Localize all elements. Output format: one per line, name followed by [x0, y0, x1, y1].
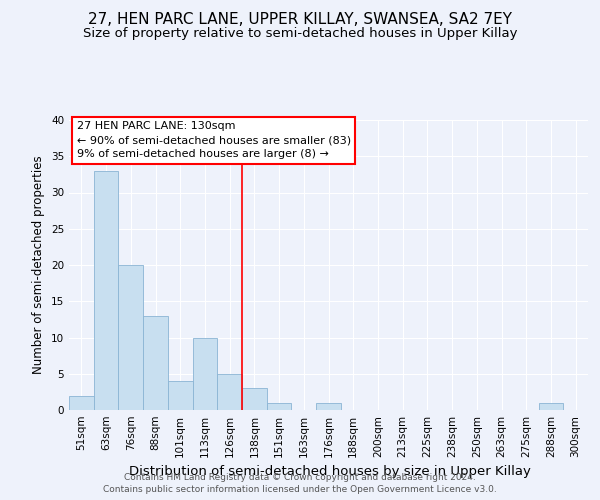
Bar [94, 171, 118, 410]
Text: Size of property relative to semi-detached houses in Upper Killay: Size of property relative to semi-detach… [83, 28, 517, 40]
Bar [316, 403, 341, 410]
Bar [217, 374, 242, 410]
Bar [267, 403, 292, 410]
Bar [118, 265, 143, 410]
Text: Distribution of semi-detached houses by size in Upper Killay: Distribution of semi-detached houses by … [129, 464, 531, 477]
Y-axis label: Number of semi-detached properties: Number of semi-detached properties [32, 156, 46, 374]
Text: Contains HM Land Registry data © Crown copyright and database right 2024.
Contai: Contains HM Land Registry data © Crown c… [103, 473, 497, 494]
Bar [242, 388, 267, 410]
Bar [143, 316, 168, 410]
Text: 27, HEN PARC LANE, UPPER KILLAY, SWANSEA, SA2 7EY: 27, HEN PARC LANE, UPPER KILLAY, SWANSEA… [88, 12, 512, 28]
Bar [193, 338, 217, 410]
Bar [168, 381, 193, 410]
Bar [539, 403, 563, 410]
Bar [69, 396, 94, 410]
Text: 27 HEN PARC LANE: 130sqm
← 90% of semi-detached houses are smaller (83)
9% of se: 27 HEN PARC LANE: 130sqm ← 90% of semi-d… [77, 122, 351, 160]
